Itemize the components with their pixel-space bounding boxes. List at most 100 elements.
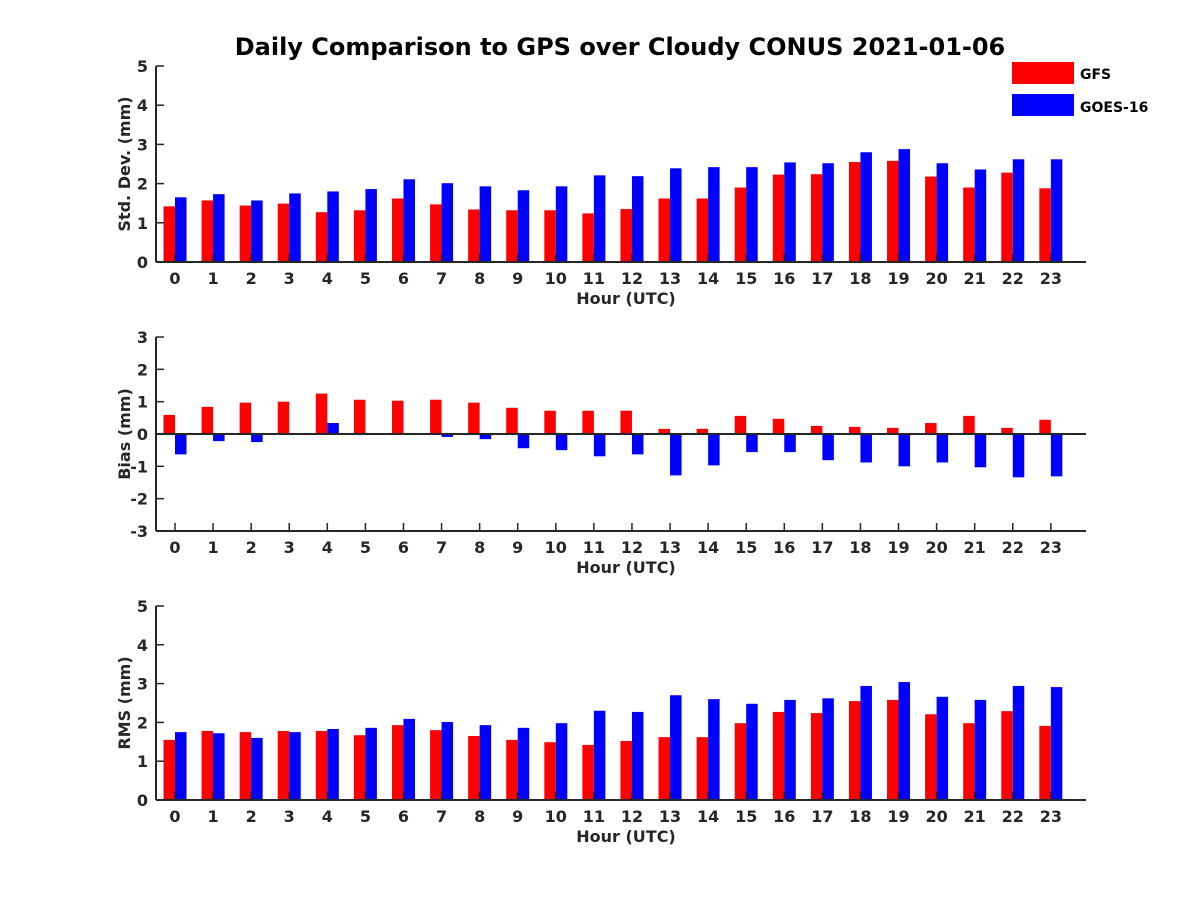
x-tick-label: 17 bbox=[811, 538, 833, 557]
bar-gfs-hour-18 bbox=[848, 426, 861, 434]
bar-goes16-hour-7 bbox=[441, 722, 454, 800]
x-tick-label: 5 bbox=[360, 538, 371, 557]
x-tick-label: 9 bbox=[512, 538, 523, 557]
y-tick-label: 0 bbox=[137, 791, 148, 810]
bar-goes16-hour-22 bbox=[1012, 159, 1025, 262]
bar-gfs-hour-6 bbox=[391, 400, 404, 434]
bar-goes16-hour-0 bbox=[175, 197, 187, 262]
bar-gfs-hour-5 bbox=[353, 735, 366, 800]
bar-goes16-hour-13 bbox=[670, 695, 682, 800]
bar-gfs-hour-23 bbox=[1039, 188, 1051, 262]
bar-gfs-hour-11 bbox=[582, 213, 594, 262]
x-tick-label: 19 bbox=[887, 269, 909, 288]
bar-gfs-hour-3 bbox=[277, 203, 290, 262]
x-tick-label: 14 bbox=[697, 807, 719, 826]
bar-gfs-hour-1 bbox=[201, 406, 214, 434]
y-tick-label: 2 bbox=[137, 713, 148, 732]
x-tick-label: 2 bbox=[246, 807, 257, 826]
bar-goes16-hour-5 bbox=[365, 189, 377, 262]
bar-goes16-hour-20 bbox=[936, 163, 949, 262]
x-tick-label: 23 bbox=[1040, 538, 1062, 557]
bar-goes16-hour-17 bbox=[822, 163, 834, 262]
y-tick-label: 0 bbox=[137, 425, 148, 444]
y-tick-label: 1 bbox=[137, 214, 148, 233]
x-tick-label: 9 bbox=[512, 269, 523, 288]
bar-gfs-hour-15 bbox=[734, 187, 747, 262]
bar-goes16-hour-10 bbox=[555, 723, 568, 800]
bar-goes16-hour-19 bbox=[898, 149, 911, 262]
x-tick-label: 14 bbox=[697, 538, 719, 557]
bar-gfs-hour-13 bbox=[658, 737, 671, 800]
x-tick-label: 12 bbox=[621, 538, 643, 557]
x-tick-label: 7 bbox=[436, 807, 447, 826]
x-tick-label: 13 bbox=[659, 269, 681, 288]
bar-goes16-hour-21 bbox=[974, 434, 987, 468]
bar-goes16-hour-2 bbox=[251, 737, 263, 800]
bar-gfs-hour-14 bbox=[696, 198, 709, 262]
x-tick-label: 4 bbox=[322, 807, 333, 826]
y-tick-label: -1 bbox=[130, 457, 148, 476]
x-tick-label: 16 bbox=[773, 269, 795, 288]
bar-goes16-hour-18 bbox=[860, 152, 872, 262]
bar-goes16-hour-2 bbox=[251, 200, 263, 262]
bar-goes16-hour-16 bbox=[784, 162, 796, 262]
bar-gfs-hour-17 bbox=[810, 174, 823, 262]
x-tick-label: 1 bbox=[208, 269, 219, 288]
x-tick-label: 12 bbox=[621, 269, 643, 288]
bar-goes16-hour-0 bbox=[175, 434, 187, 455]
bar-goes16-hour-8 bbox=[479, 186, 492, 262]
x-tick-label: 17 bbox=[811, 807, 833, 826]
bar-goes16-hour-8 bbox=[479, 725, 492, 800]
x-tick-label: 22 bbox=[1002, 269, 1024, 288]
x-tick-label: 17 bbox=[811, 269, 833, 288]
bar-gfs-hour-11 bbox=[582, 410, 594, 434]
bar-goes16-hour-11 bbox=[593, 175, 606, 262]
bar-goes16-hour-13 bbox=[670, 434, 682, 476]
x-tick-label: 8 bbox=[474, 269, 485, 288]
bar-goes16-hour-5 bbox=[365, 727, 377, 800]
bar-gfs-hour-20 bbox=[925, 423, 937, 434]
x-tick-label: 14 bbox=[697, 269, 719, 288]
bar-gfs-hour-19 bbox=[887, 427, 899, 434]
x-tick-label: 20 bbox=[925, 807, 947, 826]
bar-goes16-hour-23 bbox=[1050, 434, 1063, 477]
bar-gfs-hour-2 bbox=[239, 732, 252, 800]
bar-gfs-hour-3 bbox=[277, 730, 290, 800]
x-tick-label: 18 bbox=[849, 538, 871, 557]
y-tick-label: 1 bbox=[137, 752, 148, 771]
bar-gfs-hour-12 bbox=[620, 209, 632, 262]
x-tick-label: 11 bbox=[583, 538, 605, 557]
bar-goes16-hour-6 bbox=[403, 718, 415, 800]
x-tick-label: 22 bbox=[1002, 807, 1024, 826]
x-tick-label: 19 bbox=[887, 807, 909, 826]
x-tick-label: 3 bbox=[284, 807, 295, 826]
x-tick-label: 22 bbox=[1002, 538, 1024, 557]
bar-goes16-hour-8 bbox=[479, 434, 492, 440]
y-tick-label: 0 bbox=[137, 253, 148, 272]
bar-gfs-hour-4 bbox=[315, 212, 328, 262]
bar-goes16-hour-1 bbox=[213, 434, 225, 442]
legend-swatch-gfs bbox=[1012, 62, 1074, 84]
y-tick-label: 5 bbox=[137, 597, 148, 616]
bar-goes16-hour-22 bbox=[1012, 685, 1025, 800]
bar-gfs-hour-14 bbox=[696, 428, 709, 434]
bar-gfs-hour-3 bbox=[277, 401, 290, 434]
x-tick-label: 10 bbox=[545, 269, 567, 288]
bar-goes16-hour-2 bbox=[251, 434, 263, 443]
bar-goes16-hour-4 bbox=[327, 191, 339, 262]
bar-goes16-hour-11 bbox=[593, 710, 606, 800]
bar-gfs-hour-21 bbox=[963, 187, 975, 262]
bar-goes16-hour-10 bbox=[555, 434, 568, 451]
bar-goes16-hour-16 bbox=[784, 699, 796, 800]
bar-gfs-hour-0 bbox=[163, 739, 175, 800]
bar-gfs-hour-13 bbox=[658, 428, 671, 434]
bar-goes16-hour-23 bbox=[1050, 687, 1063, 800]
x-tick-label: 4 bbox=[322, 538, 333, 557]
bar-gfs-hour-23 bbox=[1039, 419, 1051, 434]
bar-gfs-hour-7 bbox=[430, 399, 442, 434]
chart-title: Daily Comparison to GPS over Cloudy CONU… bbox=[235, 33, 1006, 61]
bar-gfs-hour-21 bbox=[963, 415, 975, 434]
y-axis-label: Std. Dev. (mm) bbox=[115, 96, 134, 231]
y-tick-label: -3 bbox=[130, 522, 148, 541]
bar-goes16-hour-6 bbox=[403, 179, 415, 262]
